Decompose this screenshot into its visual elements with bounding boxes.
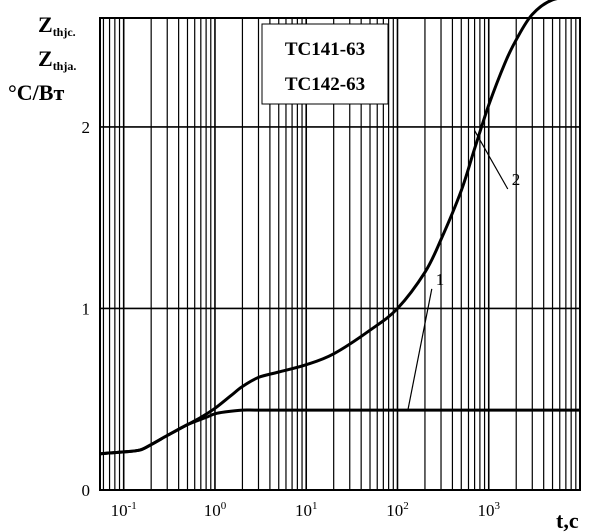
annotation-label-1: 1 bbox=[436, 270, 445, 289]
x-tick-label: 10-1 bbox=[111, 500, 137, 520]
y-axis-label-line: Zthja. bbox=[38, 46, 76, 73]
legend-entry-1: TC141-63 bbox=[285, 39, 365, 60]
x-tick-labels: 10-1 100 101 102 103 bbox=[111, 500, 501, 520]
y-tick-label: 1 bbox=[82, 299, 91, 318]
y-tick-label: 0 bbox=[82, 481, 91, 500]
x-tick-label: 103 bbox=[477, 500, 500, 520]
annotation-label-2: 2 bbox=[512, 170, 521, 189]
x-tick-label: 102 bbox=[386, 500, 409, 520]
legend-entry-2: TC142-63 bbox=[285, 74, 365, 95]
y-tick-label: 2 bbox=[82, 118, 91, 137]
y-axis-label-line: Zthjc. bbox=[38, 12, 76, 39]
x-tick-label: 100 bbox=[204, 500, 227, 520]
y-tick-labels: 0 1 2 bbox=[82, 118, 91, 500]
x-tick-label: 101 bbox=[295, 500, 318, 520]
plot-frame bbox=[99, 17, 581, 491]
series-group bbox=[99, 0, 580, 456]
x-axis-label: t,c bbox=[556, 508, 579, 532]
series-line-2 bbox=[99, 0, 558, 456]
y-axis-label: Zthjc. Zthja. °C/Bт bbox=[8, 12, 76, 105]
y-axis-label-line: °C/Bт bbox=[8, 80, 64, 105]
annotation-leader-2 bbox=[474, 130, 509, 190]
annotation-leader-1 bbox=[407, 288, 433, 411]
legend-background bbox=[261, 23, 389, 105]
legend-box: TC141-63 TC142-63 bbox=[261, 23, 389, 105]
annotations: 12 bbox=[407, 130, 521, 411]
